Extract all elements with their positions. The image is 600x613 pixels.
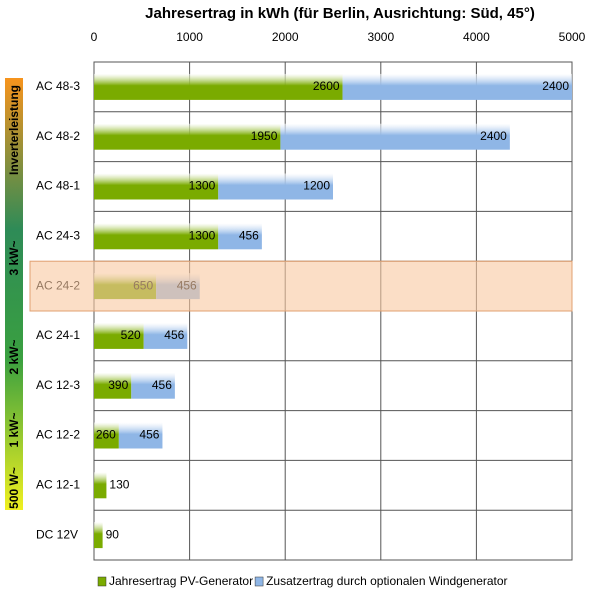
value-label: 456 bbox=[239, 228, 259, 242]
value-label: 1950 bbox=[251, 129, 278, 143]
bar bbox=[218, 223, 262, 250]
value-label: 456 bbox=[139, 428, 159, 442]
bar bbox=[94, 372, 132, 399]
value-label: 1300 bbox=[189, 228, 216, 242]
bar bbox=[94, 522, 103, 549]
bar bbox=[143, 322, 188, 349]
x-tick-label: 2000 bbox=[272, 30, 299, 44]
x-tick-label: 0 bbox=[91, 30, 98, 44]
value-label: 260 bbox=[96, 428, 116, 442]
y-tick-label: AC 12-3 bbox=[36, 378, 80, 392]
legend-label: Jahresertrag PV-Generator bbox=[109, 574, 253, 588]
bar bbox=[280, 123, 510, 150]
value-label: 1200 bbox=[303, 179, 330, 193]
side-label: 500 W~ bbox=[7, 467, 21, 509]
value-label: 130 bbox=[109, 477, 129, 491]
y-tick-label: AC 48-2 bbox=[36, 129, 80, 143]
value-label: 456 bbox=[152, 378, 172, 392]
chart-title: Jahresertrag in kWh (für Berlin, Ausrich… bbox=[145, 5, 535, 22]
y-tick-label: AC 12-1 bbox=[36, 477, 80, 491]
side-label: 3 kW~ bbox=[7, 240, 21, 275]
bar bbox=[94, 322, 144, 349]
value-label: 390 bbox=[108, 378, 128, 392]
bar bbox=[342, 73, 572, 100]
side-label: 2 kW~ bbox=[7, 339, 21, 374]
value-label: 1300 bbox=[189, 179, 216, 193]
value-label: 2600 bbox=[313, 79, 340, 93]
legend-label: Zusatzertrag durch optionalen Windgenera… bbox=[266, 574, 507, 588]
x-tick-label: 5000 bbox=[559, 30, 586, 44]
value-label: 2400 bbox=[480, 129, 507, 143]
bar bbox=[94, 223, 219, 250]
value-label: 2400 bbox=[542, 79, 569, 93]
y-tick-label: DC 12V bbox=[36, 527, 78, 541]
bar bbox=[94, 173, 219, 200]
bar bbox=[218, 173, 333, 200]
x-tick-label: 3000 bbox=[367, 30, 394, 44]
y-tick-label: AC 48-1 bbox=[36, 179, 80, 193]
side-label: 1 kW~ bbox=[7, 412, 21, 447]
highlight bbox=[29, 260, 573, 312]
legend-swatch bbox=[254, 576, 264, 587]
y-tick-label: AC 48-3 bbox=[36, 79, 80, 93]
value-label: 456 bbox=[164, 328, 184, 342]
y-tick-label: AC 24-3 bbox=[36, 228, 80, 242]
value-label: 90 bbox=[106, 527, 120, 541]
bar bbox=[94, 422, 119, 449]
value-label: 520 bbox=[121, 328, 141, 342]
x-tick-label: 1000 bbox=[176, 30, 203, 44]
y-tick-label: AC 12-2 bbox=[36, 428, 80, 442]
bar bbox=[131, 372, 175, 399]
side-label: Inverterleistung bbox=[7, 85, 21, 175]
bar bbox=[94, 472, 107, 499]
y-tick-label: AC 24-1 bbox=[36, 328, 80, 342]
x-tick-label: 4000 bbox=[463, 30, 490, 44]
bar bbox=[94, 123, 281, 150]
bar bbox=[94, 73, 343, 100]
bar bbox=[118, 422, 163, 449]
inverter-scale bbox=[5, 78, 23, 510]
legend-swatch bbox=[97, 576, 107, 587]
